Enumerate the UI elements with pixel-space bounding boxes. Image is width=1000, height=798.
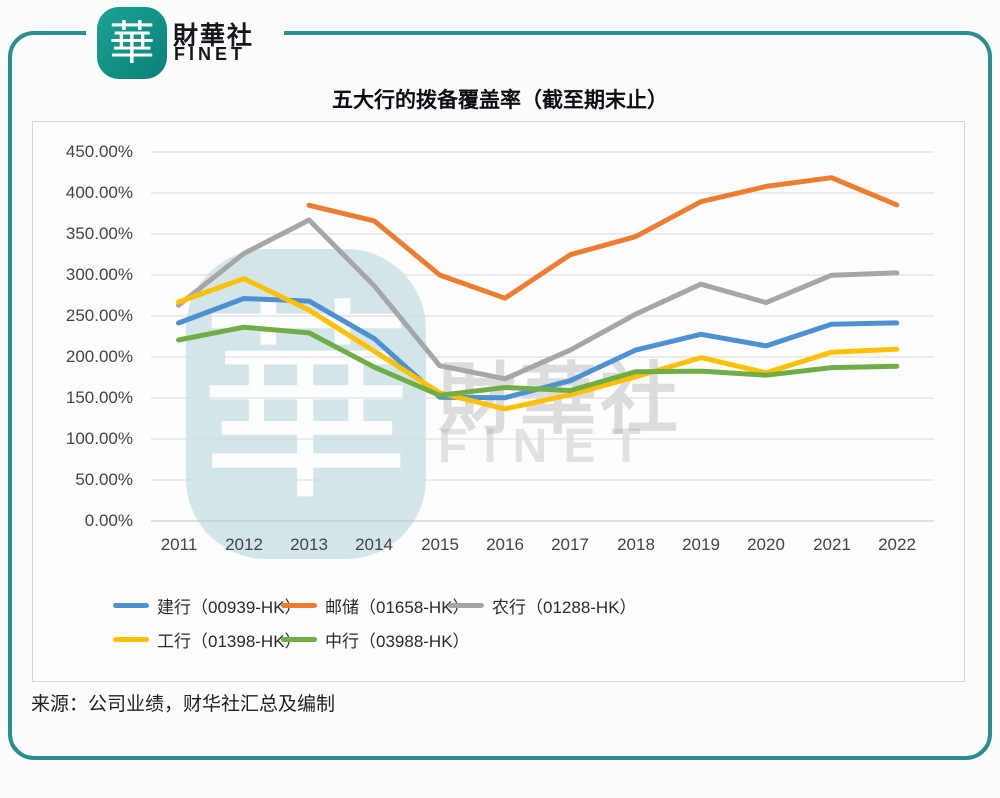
- x-axis-tick-label: 2015: [421, 535, 459, 554]
- x-axis-tick-label: 2016: [486, 535, 524, 554]
- y-axis-tick-label: 50.00%: [75, 470, 133, 489]
- x-axis-tick-label: 2017: [551, 535, 589, 554]
- watermark-text-en: FINET: [438, 420, 657, 473]
- legend-label: 中行（03988-HK）: [325, 631, 470, 651]
- legend-label: 工行（01398-HK）: [157, 631, 302, 651]
- x-axis-tick-label: 2011: [160, 535, 198, 554]
- decorative-frame: [8, 31, 992, 760]
- y-axis-tick-label: 0.00%: [84, 511, 133, 530]
- line-chart: [151, 151, 934, 522]
- legend-swatch: [448, 602, 484, 608]
- y-axis-tick-label: 250.00%: [65, 306, 133, 325]
- legend-item: 农行（01288-HK）: [448, 593, 637, 617]
- brand-name-en: FINET: [174, 44, 246, 64]
- legend-swatch: [281, 602, 317, 608]
- x-axis-tick-label: 2019: [682, 535, 720, 554]
- legend-item: 建行（00939-HK）: [113, 593, 302, 617]
- source-note: 来源：公司业绩，财华社汇总及编制: [31, 694, 336, 715]
- legend-label: 农行（01288-HK）: [492, 597, 637, 617]
- legend-swatch: [113, 602, 149, 608]
- legend-label: 邮储（01658-HK）: [325, 597, 470, 617]
- x-axis-tick-label: 2012: [225, 535, 263, 554]
- chart-card: 華 財華社 FINET 0.00% 50.00% 100.00% 150.00% 200…: [32, 121, 965, 682]
- y-axis-tick-label: 400.00%: [65, 183, 133, 202]
- legend-swatch: [281, 636, 317, 642]
- legend-item: 工行（01398-HK）: [113, 627, 302, 651]
- y-axis-tick-label: 450.00%: [65, 142, 133, 161]
- y-axis-tick-label: 100.00%: [65, 429, 133, 448]
- series-line: [306, 175, 900, 301]
- y-axis-tick-label: 200.00%: [65, 347, 133, 366]
- brand-name-cn: 財華社: [173, 22, 255, 50]
- y-axis-tick-label: 300.00%: [65, 265, 133, 284]
- y-axis-tick-label: 350.00%: [65, 224, 133, 243]
- x-axis-tick-label: 2014: [355, 535, 393, 554]
- finet-logo-glyph: 華: [109, 16, 155, 70]
- series-line: [176, 276, 900, 412]
- chart-title: 五大行的拨备覆盖率（截至期末止）: [332, 89, 668, 112]
- finet-logo: 華: [97, 7, 167, 79]
- legend-swatch: [113, 636, 149, 642]
- series-line: [176, 296, 900, 401]
- series-line: [176, 217, 900, 382]
- y-axis-tick-label: 150.00%: [65, 388, 133, 407]
- legend-label: 建行（00939-HK）: [157, 597, 302, 617]
- series-line: [176, 324, 900, 398]
- x-axis-tick-label: 2013: [290, 535, 328, 554]
- x-axis-tick-label: 2022: [878, 535, 916, 554]
- x-axis-tick-label: 2021: [813, 535, 851, 554]
- x-axis-tick-label: 2020: [747, 535, 785, 554]
- legend-item: 邮储（01658-HK）: [281, 593, 470, 617]
- x-axis-tick-label: 2018: [617, 535, 655, 554]
- legend-item: 中行（03988-HK）: [281, 627, 470, 651]
